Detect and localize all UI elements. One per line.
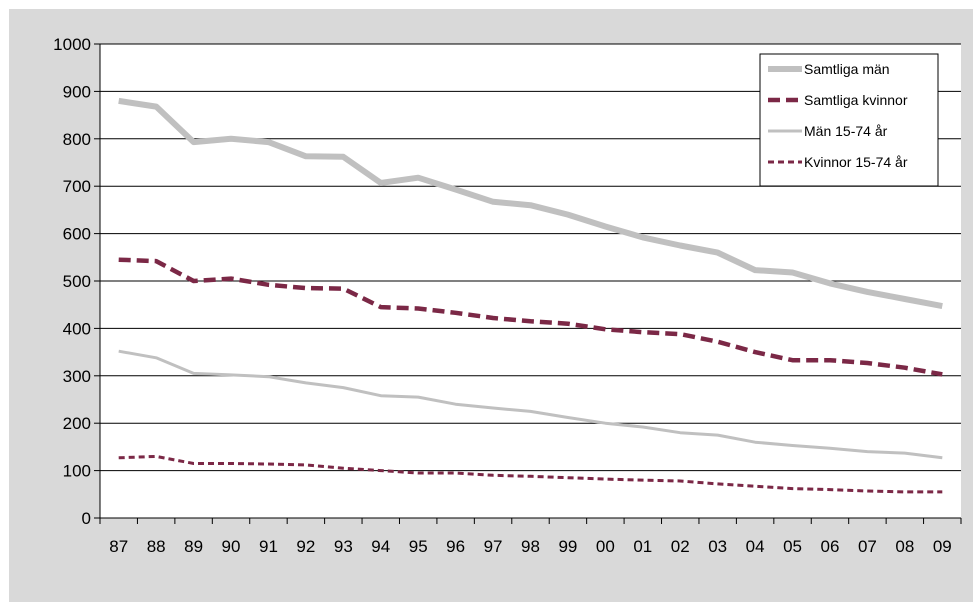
x-tick-label: 96 <box>446 537 465 556</box>
legend-label: Män 15-74 år <box>804 123 888 139</box>
x-tick-label: 95 <box>409 537 428 556</box>
x-tick-label: 89 <box>184 537 203 556</box>
x-tick-label: 09 <box>933 537 952 556</box>
x-tick-label: 87 <box>109 537 128 556</box>
x-tick-label: 92 <box>296 537 315 556</box>
legend-box <box>759 53 939 187</box>
x-tick-label: 05 <box>783 537 802 556</box>
x-tick-label: 03 <box>708 537 727 556</box>
series-line-1 <box>118 97 943 310</box>
y-tick-label: 200 <box>63 414 91 433</box>
x-tick-label: 88 <box>147 537 166 556</box>
x-tick-label: 08 <box>895 537 914 556</box>
series-line-4 <box>118 454 943 494</box>
x-tick-label: 04 <box>746 537 765 556</box>
x-tick-label: 98 <box>521 537 540 556</box>
x-tick-label: 00 <box>596 537 615 556</box>
series-line-3 <box>118 349 943 460</box>
x-tick-label: 94 <box>371 537 390 556</box>
series-line-2 <box>118 257 943 377</box>
y-tick-label: 300 <box>63 367 91 386</box>
chart-background: 0 100 200 300 400 500 600 700 800 900 1000 87 88 89 90… <box>9 9 973 602</box>
y-tick-label: 0 <box>82 509 91 528</box>
y-tick-label: 400 <box>63 319 91 338</box>
x-tick-label: 02 <box>671 537 690 556</box>
x-tick-label: 06 <box>821 537 840 556</box>
x-tick-label: 99 <box>558 537 577 556</box>
x-tick-label: 91 <box>259 537 278 556</box>
legend-label: Samtliga kvinnor <box>804 92 908 108</box>
y-tick-label: 700 <box>63 177 91 196</box>
y-tick-label: 100 <box>63 462 91 481</box>
y-tick-label: 500 <box>63 272 91 291</box>
y-tick-label: 1000 <box>53 35 91 54</box>
y-tick-label: 800 <box>63 130 91 149</box>
x-tick-label: 07 <box>858 537 877 556</box>
series-lines <box>118 97 943 494</box>
x-tick-label: 93 <box>334 537 353 556</box>
legend-label: Samtliga män <box>804 61 890 77</box>
x-tick-label: 01 <box>633 537 652 556</box>
y-tick-label: 900 <box>63 82 91 101</box>
y-tick-label: 600 <box>63 225 91 244</box>
legend-label: Kvinnor 15-74 år <box>804 154 908 170</box>
x-tick-label: 97 <box>484 537 503 556</box>
legend: Samtliga män Samtliga kvinnor Män 15-74 år… <box>759 53 939 187</box>
x-tick-label: 90 <box>222 537 241 556</box>
